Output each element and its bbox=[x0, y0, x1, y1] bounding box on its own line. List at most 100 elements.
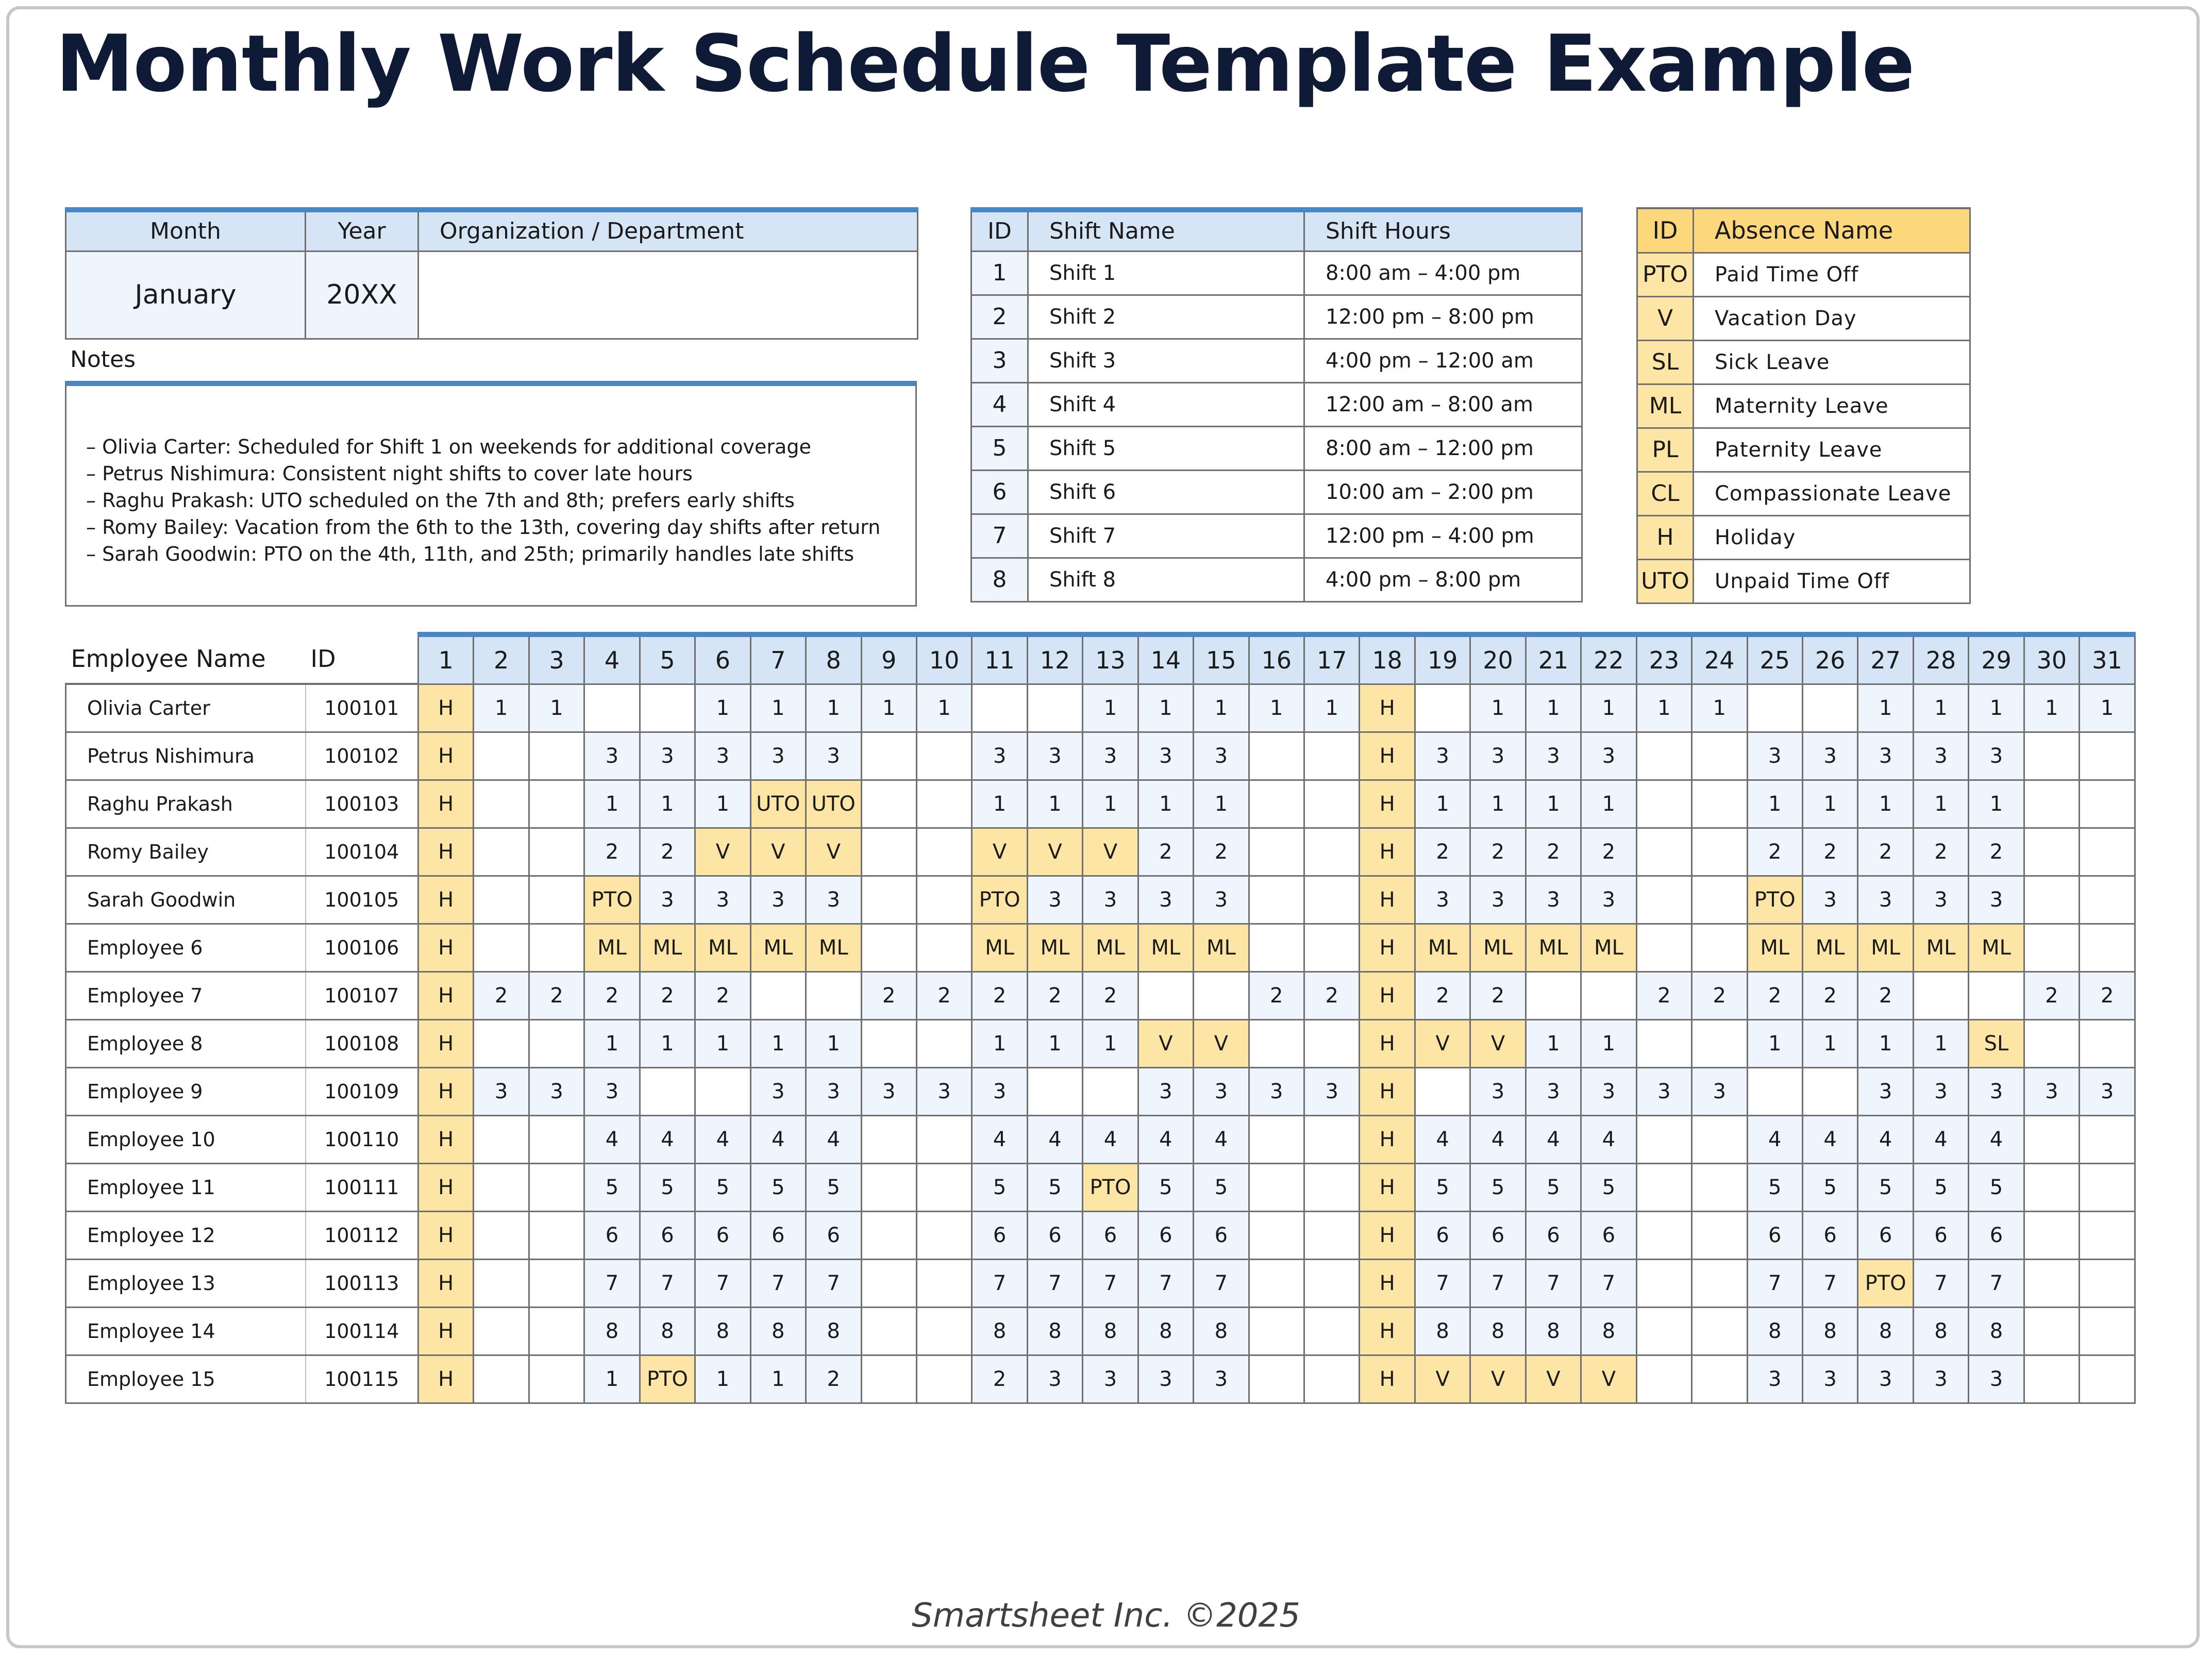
schedule-cell[interactable] bbox=[528, 875, 585, 925]
shift-hours[interactable]: 4:00 pm – 8:00 pm bbox=[1303, 557, 1583, 602]
schedule-cell[interactable]: 8 bbox=[639, 1306, 696, 1356]
schedule-cell[interactable] bbox=[1635, 1306, 1693, 1356]
schedule-cell[interactable]: 3 bbox=[1137, 1354, 1195, 1404]
employee-id[interactable]: 100102 bbox=[305, 731, 419, 781]
schedule-cell[interactable]: 3 bbox=[749, 1066, 807, 1116]
schedule-cell[interactable]: 7 bbox=[1912, 1258, 1970, 1308]
schedule-cell[interactable]: 3 bbox=[749, 731, 807, 781]
schedule-cell[interactable]: 1 bbox=[1193, 779, 1250, 829]
schedule-cell[interactable] bbox=[1691, 1210, 1748, 1260]
schedule-cell[interactable] bbox=[860, 1306, 917, 1356]
schedule-cell[interactable] bbox=[528, 923, 585, 973]
schedule-cell[interactable]: ML bbox=[1968, 923, 2025, 973]
schedule-cell[interactable]: 8 bbox=[1193, 1306, 1250, 1356]
shift-hours[interactable]: 8:00 am – 4:00 pm bbox=[1303, 250, 1583, 296]
schedule-cell[interactable] bbox=[473, 1162, 530, 1212]
schedule-cell[interactable]: ML bbox=[1082, 923, 1139, 973]
schedule-cell[interactable] bbox=[1801, 1066, 1859, 1116]
schedule-cell[interactable]: V bbox=[1414, 1018, 1471, 1068]
schedule-cell[interactable]: 8 bbox=[694, 1306, 751, 1356]
schedule-cell[interactable]: 6 bbox=[971, 1210, 1028, 1260]
schedule-cell[interactable]: 7 bbox=[1801, 1258, 1859, 1308]
schedule-cell[interactable]: 3 bbox=[1193, 875, 1250, 925]
schedule-cell[interactable]: 7 bbox=[1414, 1258, 1471, 1308]
schedule-cell[interactable] bbox=[1635, 1210, 1693, 1260]
schedule-cell[interactable]: 3 bbox=[749, 875, 807, 925]
schedule-cell[interactable]: 7 bbox=[749, 1258, 807, 1308]
schedule-cell[interactable] bbox=[1801, 683, 1859, 733]
schedule-cell[interactable]: 6 bbox=[1912, 1210, 1970, 1260]
schedule-cell[interactable]: 1 bbox=[1912, 1018, 1970, 1068]
schedule-cell[interactable]: V bbox=[1469, 1354, 1527, 1404]
schedule-cell[interactable]: UTO bbox=[749, 779, 807, 829]
schedule-cell[interactable]: 7 bbox=[1469, 1258, 1527, 1308]
schedule-cell[interactable]: 5 bbox=[1026, 1162, 1084, 1212]
schedule-cell[interactable]: 1 bbox=[694, 683, 751, 733]
absence-id[interactable]: PTO bbox=[1636, 252, 1694, 297]
schedule-cell[interactable]: 2 bbox=[1580, 827, 1637, 877]
schedule-cell[interactable]: H bbox=[417, 1354, 475, 1404]
schedule-cell[interactable] bbox=[915, 1210, 973, 1260]
schedule-cell[interactable]: 3 bbox=[1414, 875, 1471, 925]
schedule-cell[interactable]: 7 bbox=[1524, 1258, 1582, 1308]
schedule-cell[interactable]: 3 bbox=[2023, 1066, 2081, 1116]
schedule-cell[interactable] bbox=[1635, 1258, 1693, 1308]
schedule-cell[interactable] bbox=[1193, 970, 1250, 1020]
schedule-cell[interactable] bbox=[2079, 1354, 2136, 1404]
schedule-cell[interactable]: 4 bbox=[1026, 1114, 1084, 1164]
schedule-cell[interactable]: 7 bbox=[583, 1258, 641, 1308]
schedule-cell[interactable]: 8 bbox=[1082, 1306, 1139, 1356]
schedule-cell[interactable] bbox=[528, 1018, 585, 1068]
schedule-cell[interactable] bbox=[2079, 1306, 2136, 1356]
schedule-cell[interactable]: 3 bbox=[1857, 1066, 1914, 1116]
absence-name[interactable]: Sick Leave bbox=[1692, 339, 1971, 385]
schedule-cell[interactable]: 1 bbox=[1912, 779, 1970, 829]
schedule-cell[interactable] bbox=[1303, 1114, 1361, 1164]
schedule-cell[interactable]: 3 bbox=[915, 1066, 973, 1116]
schedule-cell[interactable]: 1 bbox=[749, 683, 807, 733]
schedule-cell[interactable]: 4 bbox=[1414, 1114, 1471, 1164]
shift-id[interactable]: 5 bbox=[970, 425, 1029, 471]
schedule-cell[interactable]: 7 bbox=[1082, 1258, 1139, 1308]
employee-name[interactable]: Romy Bailey bbox=[65, 827, 306, 877]
schedule-cell[interactable]: ML bbox=[694, 923, 751, 973]
schedule-cell[interactable]: V bbox=[1469, 1018, 1527, 1068]
schedule-cell[interactable]: 3 bbox=[639, 875, 696, 925]
schedule-cell[interactable]: H bbox=[417, 779, 475, 829]
schedule-cell[interactable] bbox=[915, 1258, 973, 1308]
schedule-cell[interactable]: 3 bbox=[1137, 875, 1195, 925]
schedule-cell[interactable]: 4 bbox=[1968, 1114, 2025, 1164]
shift-name[interactable]: Shift 5 bbox=[1027, 425, 1305, 471]
schedule-cell[interactable] bbox=[1691, 923, 1748, 973]
employee-id[interactable]: 100105 bbox=[305, 875, 419, 925]
absence-name[interactable]: Paid Time Off bbox=[1692, 252, 1971, 297]
schedule-cell[interactable]: 2 bbox=[1414, 970, 1471, 1020]
schedule-cell[interactable] bbox=[2023, 1306, 2081, 1356]
notes-box[interactable]: – Olivia Carter: Scheduled for Shift 1 o… bbox=[65, 381, 917, 607]
employee-id[interactable]: 100112 bbox=[305, 1210, 419, 1260]
schedule-cell[interactable]: 2 bbox=[1801, 827, 1859, 877]
schedule-cell[interactable] bbox=[915, 1162, 973, 1212]
schedule-cell[interactable]: 4 bbox=[1746, 1114, 1803, 1164]
schedule-cell[interactable]: 3 bbox=[1193, 731, 1250, 781]
schedule-cell[interactable] bbox=[860, 1018, 917, 1068]
schedule-cell[interactable]: 1 bbox=[1137, 779, 1195, 829]
schedule-cell[interactable]: 3 bbox=[971, 731, 1028, 781]
schedule-cell[interactable]: 1 bbox=[1801, 779, 1859, 829]
schedule-cell[interactable]: 2 bbox=[1137, 827, 1195, 877]
schedule-cell[interactable]: 1 bbox=[1469, 779, 1527, 829]
schedule-cell[interactable]: 1 bbox=[1580, 1018, 1637, 1068]
employee-name[interactable]: Employee 6 bbox=[65, 923, 306, 973]
schedule-cell[interactable]: 2 bbox=[1968, 827, 2025, 877]
schedule-cell[interactable]: 8 bbox=[971, 1306, 1028, 1356]
schedule-cell[interactable] bbox=[2023, 827, 2081, 877]
absence-id[interactable]: V bbox=[1636, 295, 1694, 341]
employee-name[interactable]: Employee 11 bbox=[65, 1162, 306, 1212]
schedule-cell[interactable]: 8 bbox=[1968, 1306, 2025, 1356]
schedule-cell[interactable] bbox=[473, 1354, 530, 1404]
schedule-cell[interactable]: 3 bbox=[1912, 1354, 1970, 1404]
schedule-cell[interactable]: 3 bbox=[1082, 1354, 1139, 1404]
schedule-cell[interactable]: 2 bbox=[1912, 827, 1970, 877]
schedule-cell[interactable]: 1 bbox=[1857, 779, 1914, 829]
schedule-cell[interactable]: 3 bbox=[639, 731, 696, 781]
